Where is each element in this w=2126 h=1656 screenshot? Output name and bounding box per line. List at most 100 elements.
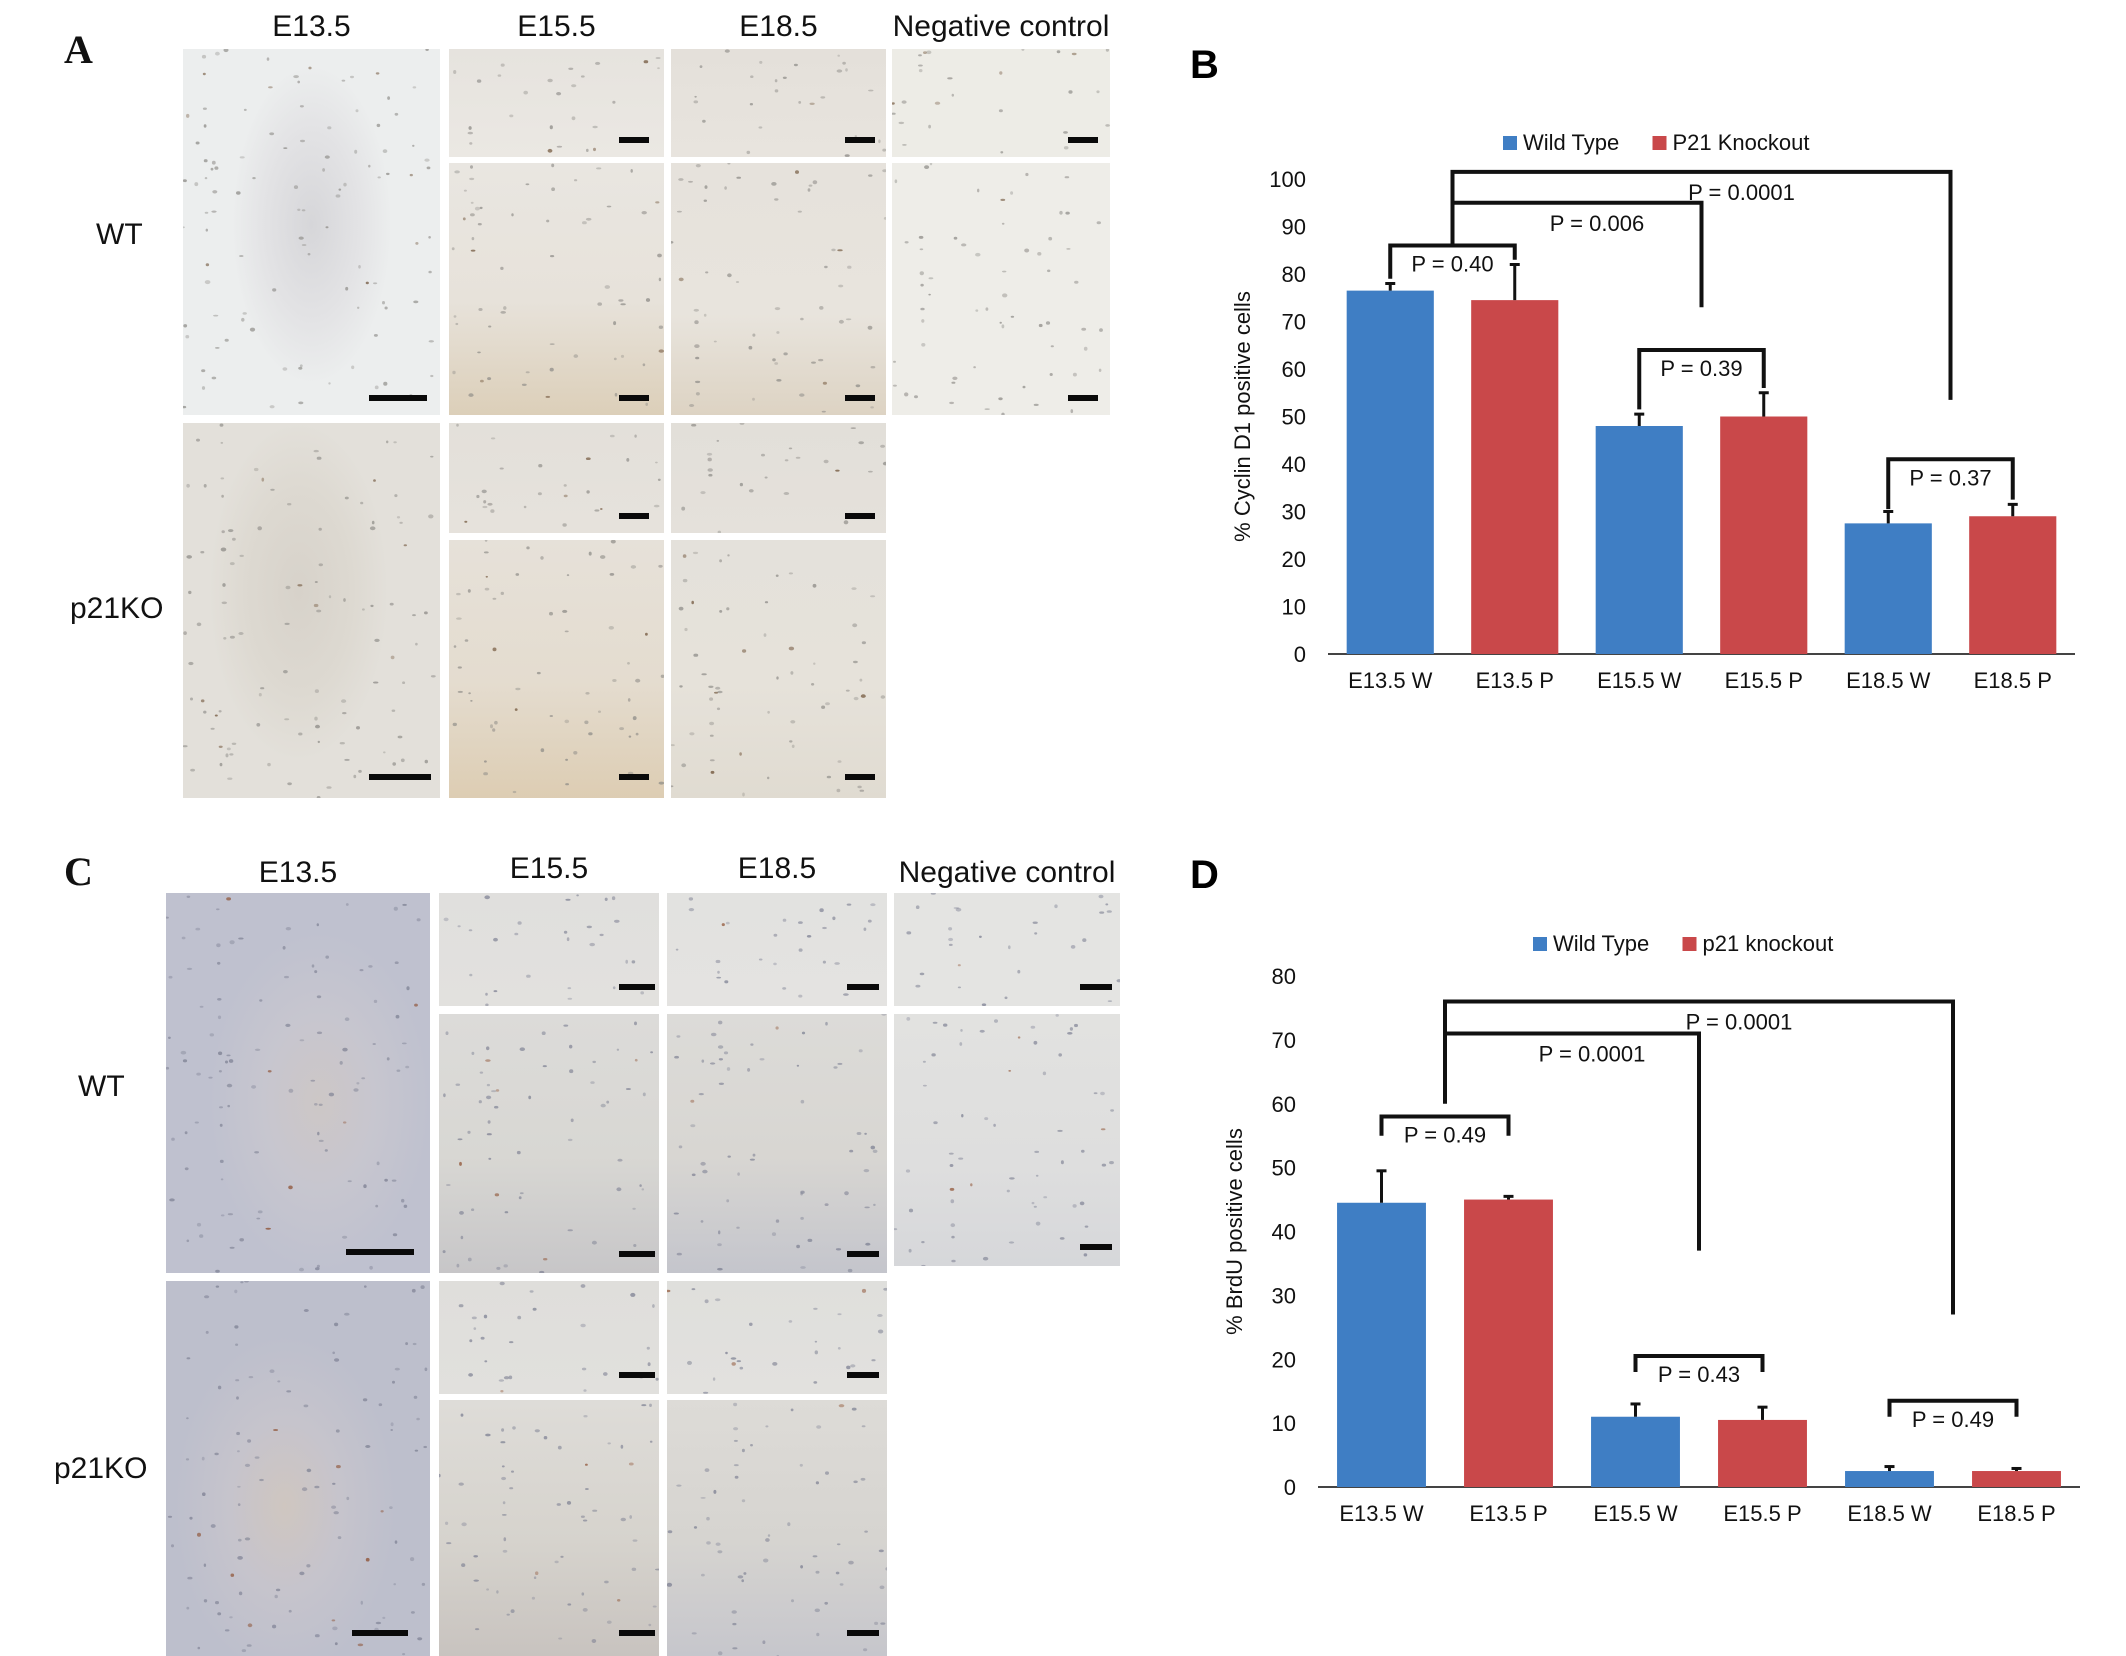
p-value-label: P = 0.39 (1660, 356, 1742, 381)
micrograph-c-p21ko-e13 (166, 1281, 430, 1656)
micrograph-a-wt-e15-bottom (449, 163, 664, 415)
panel-a-row-wt: WT (96, 218, 143, 251)
y-axis-label: % BrdU positive cells (1222, 1128, 1247, 1335)
micrograph-c-negative-top (894, 893, 1120, 1006)
panel-a-col-negative-control: Negative control (892, 10, 1110, 43)
x-tick-label: E15.5 W (1593, 1501, 1678, 1526)
micrograph-a-wt-e18-top (671, 49, 886, 157)
panel-a-col-e13: E13.5 (272, 10, 351, 43)
micrograph-c-p21ko-e15-bottom (439, 1400, 659, 1656)
micrograph-c-p21ko-e18-top (667, 1281, 887, 1394)
bar (1595, 426, 1683, 654)
panel-letter-d: D (1190, 853, 1219, 897)
y-tick-label: 100 (1269, 167, 1306, 192)
bar (1845, 1471, 1934, 1487)
micrograph-c-wt-e18-top (667, 893, 887, 1006)
micrograph-a-negative-top (892, 49, 1110, 157)
bar (1969, 516, 2057, 654)
y-tick-label: 40 (1282, 452, 1306, 477)
micrograph-c-p21ko-e18-bottom (667, 1400, 887, 1656)
p-value-label: P = 0.43 (1658, 1362, 1740, 1387)
x-tick-label: E18.5 P (1974, 668, 2052, 693)
y-tick-label: 20 (1272, 1347, 1296, 1372)
legend-label: Wild Type (1553, 931, 1649, 956)
y-tick-label: 0 (1284, 1475, 1296, 1500)
p-value-label: P = 0.0001 (1539, 1041, 1646, 1066)
bar (1972, 1471, 2061, 1487)
legend-label: Wild Type (1523, 130, 1619, 155)
panel-a-row-p21ko: p21KO (70, 592, 164, 625)
y-tick-label: 40 (1272, 1220, 1296, 1245)
significance-bracket (1450, 169, 1953, 400)
legend-swatch (1682, 937, 1697, 951)
panel-letter-c: C (64, 849, 93, 894)
micrograph-a-p21ko-e15-top (449, 423, 664, 533)
micrograph-a-wt-e13 (183, 49, 440, 415)
y-tick-label: 20 (1282, 547, 1306, 572)
panel-c-col-e18: E18.5 (737, 852, 817, 885)
y-tick-label: 10 (1282, 595, 1306, 620)
panel-c-row-p21ko: p21KO (54, 1452, 148, 1485)
legend-label: P21 Knockout (1673, 130, 1810, 155)
x-tick-label: E18.5 W (1846, 668, 1931, 693)
p-value-label: P = 0.49 (1912, 1407, 1994, 1432)
micrograph-a-wt-e15-top (449, 49, 664, 157)
significance-bracket (1886, 457, 2015, 510)
micrograph-c-p21ko-e15-top (439, 1281, 659, 1394)
p-value-label: P = 0.006 (1550, 211, 1644, 236)
panel-c-col-negative-control: Negative control (898, 856, 1116, 889)
x-tick-label: E13.5 W (1348, 668, 1433, 693)
micrograph-c-negative-bottom (894, 1014, 1120, 1266)
x-tick-label: E13.5 W (1339, 1501, 1424, 1526)
micrograph-c-wt-e18-bottom (667, 1014, 887, 1273)
significance-bracket (1637, 348, 1766, 410)
significance-bracket (1443, 1031, 1701, 1251)
bar (1591, 1416, 1680, 1487)
panel-a-col-e15: E15.5 (517, 10, 596, 43)
legend-swatch (1503, 136, 1517, 150)
bar (1337, 1202, 1426, 1487)
panel-a-col-e18: E18.5 (739, 10, 818, 43)
y-tick-label: 60 (1282, 357, 1306, 382)
p-value-label: P = 0.37 (1909, 465, 1991, 490)
significance-bracket (1379, 1114, 1511, 1136)
significance-bracket (1633, 1354, 1765, 1373)
y-tick-label: 90 (1282, 215, 1306, 240)
y-tick-label: 30 (1282, 500, 1306, 525)
y-tick-label: 50 (1282, 405, 1306, 430)
panel-letter-a: A (64, 27, 93, 72)
bar (1844, 523, 1932, 654)
y-tick-label: 80 (1272, 964, 1296, 989)
micrograph-a-negative-bottom (892, 163, 1110, 415)
p-value-label: P = 0.0001 (1688, 180, 1795, 205)
significance-bracket (1450, 200, 1704, 308)
p-value-label: P = 0.40 (1411, 252, 1493, 277)
x-tick-label: E15.5 P (1723, 1501, 1801, 1526)
micrograph-c-wt-e15-bottom (439, 1014, 659, 1273)
bar (1346, 290, 1434, 654)
panel-letter-b: B (1190, 43, 1219, 87)
panel-c-col-e13: E13.5 (258, 856, 338, 889)
bar (1471, 300, 1559, 654)
micrograph-a-p21ko-e18-bottom (671, 540, 886, 798)
bar (1718, 1419, 1807, 1487)
chart-cyclin-d1: B 0 10 20 30 40 50 60 70 80 90 100 % Cyclin D1 posi… (1190, 43, 2075, 693)
x-tick-label: E13.5 P (1469, 1501, 1547, 1526)
y-tick-label: 50 (1272, 1156, 1296, 1181)
y-tick-label: 0 (1294, 642, 1306, 667)
y-axis-label: % Cyclin D1 positive cells (1230, 291, 1255, 542)
x-tick-label: E18.5 P (1977, 1501, 2055, 1526)
x-tick-label: E18.5 W (1847, 1501, 1932, 1526)
micrograph-c-wt-e13 (166, 893, 430, 1273)
bar (1464, 1199, 1553, 1487)
y-tick-label: 60 (1272, 1092, 1296, 1117)
micrograph-c-wt-e15-top (439, 893, 659, 1006)
y-tick-label: 70 (1282, 310, 1306, 335)
micrograph-a-p21ko-e13 (183, 423, 440, 798)
micrograph-a-wt-e18-bottom (671, 163, 886, 415)
legend-label: p21 knockout (1703, 931, 1834, 956)
panel-c-row-wt: WT (78, 1070, 125, 1103)
legend-swatch (1533, 937, 1547, 951)
y-tick-label: 30 (1272, 1283, 1296, 1308)
micrograph-a-p21ko-e15-bottom (449, 540, 664, 798)
